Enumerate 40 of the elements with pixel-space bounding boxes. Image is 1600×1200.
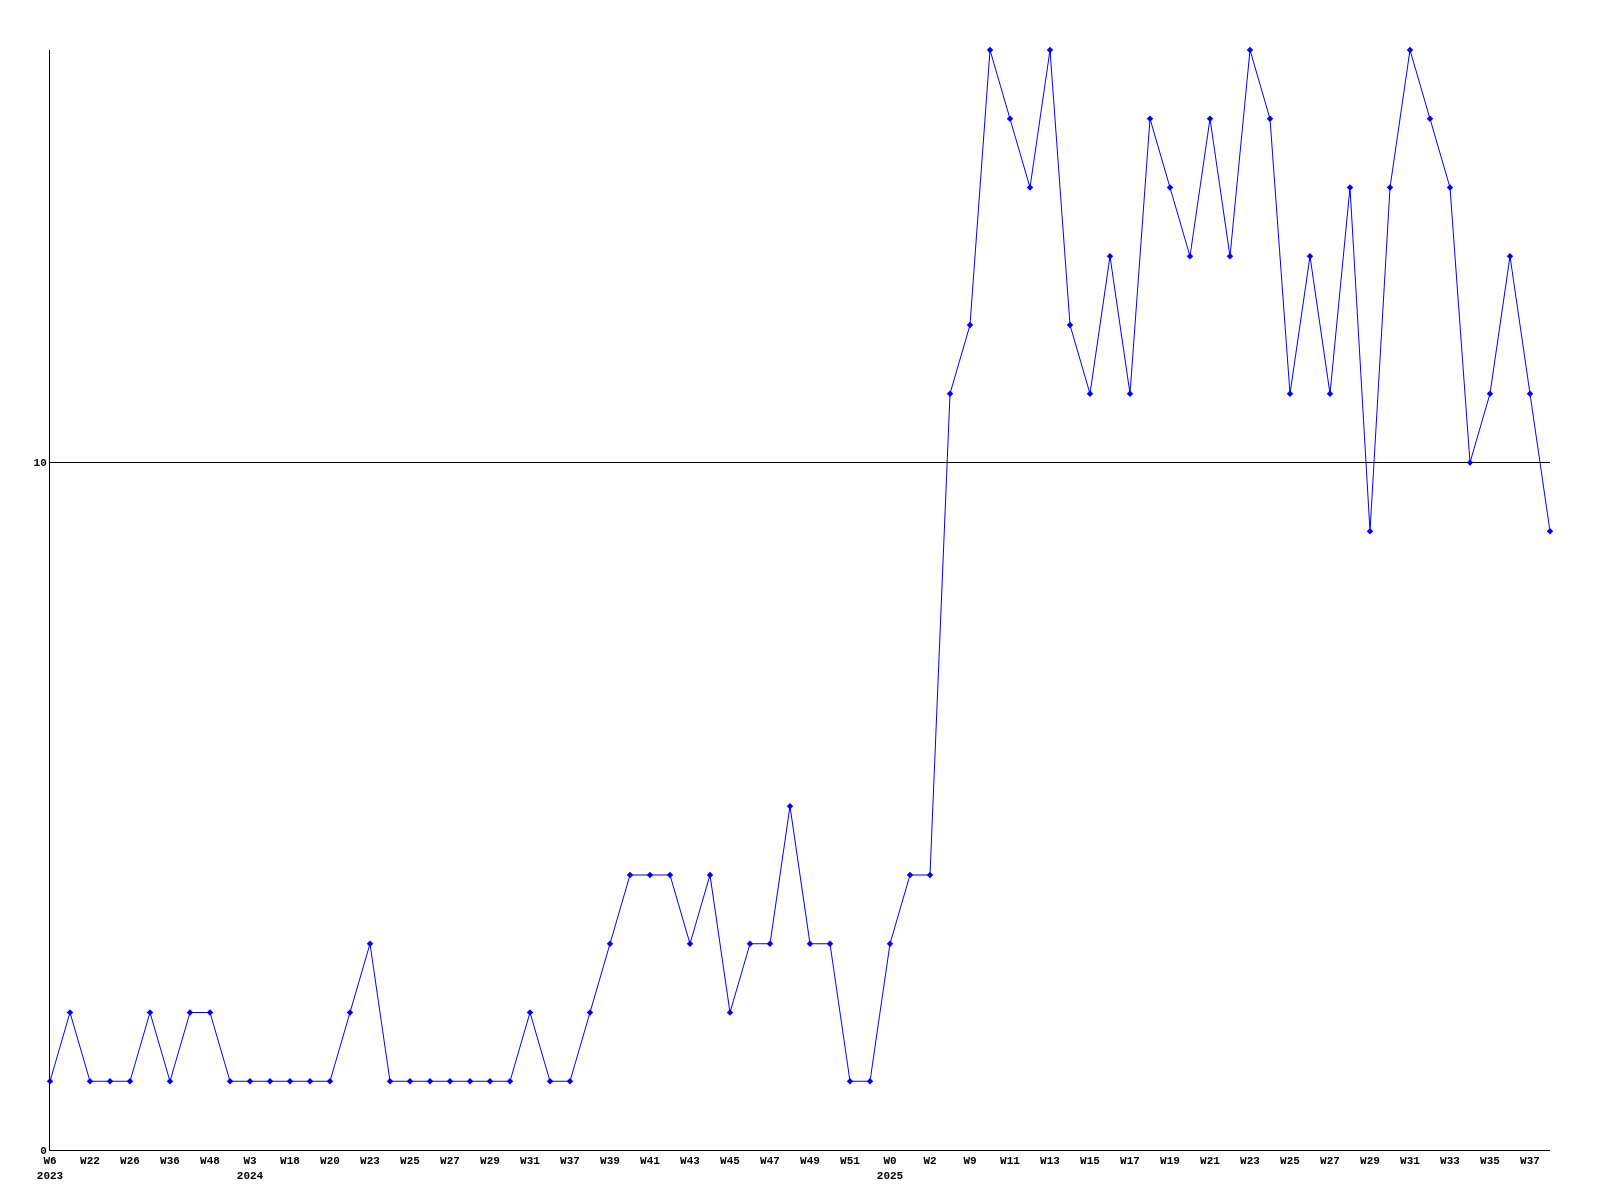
- x-tick-label: W49: [800, 1155, 820, 1168]
- x-tick-label: W23: [360, 1155, 381, 1168]
- x-tick-label: W27: [440, 1155, 460, 1168]
- x-tick-label: W35: [1480, 1155, 1501, 1168]
- x-tick-label: W31: [1400, 1155, 1421, 1168]
- x-tick-label: W37: [560, 1155, 580, 1168]
- x-tick-label: W0 2025: [876, 1155, 904, 1182]
- x-tick-label: W15: [1080, 1155, 1101, 1168]
- x-tick-label: W9: [963, 1155, 977, 1168]
- x-tick-label: W26: [120, 1155, 140, 1168]
- x-tick-label: W23: [1240, 1155, 1261, 1168]
- x-tick-label: W31: [520, 1155, 541, 1168]
- y-tick-label: 10: [33, 457, 47, 470]
- x-tick-label: W25: [1280, 1155, 1301, 1168]
- x-tick-label: W29: [480, 1155, 500, 1168]
- x-tick-label: W17: [1120, 1155, 1140, 1168]
- x-tick-label: W19: [1160, 1155, 1180, 1168]
- x-tick-label: W20: [320, 1155, 340, 1168]
- x-tick-label: W27: [1320, 1155, 1340, 1168]
- x-tick-label: W51: [840, 1155, 861, 1168]
- x-tick-label: W29: [1360, 1155, 1380, 1168]
- x-tick-label: W43: [680, 1155, 701, 1168]
- x-tick-label: W21: [1200, 1155, 1221, 1168]
- x-tick-label: W22: [80, 1155, 100, 1168]
- x-tick-label: W41: [640, 1155, 661, 1168]
- x-tick-label: W25: [400, 1155, 421, 1168]
- x-tick-label: W11: [1000, 1155, 1021, 1168]
- x-tick-label: W6 2023: [36, 1155, 64, 1182]
- x-tick-label: W47: [760, 1155, 780, 1168]
- x-tick-label: W39: [600, 1155, 620, 1168]
- x-tick-label: W13: [1040, 1155, 1061, 1168]
- x-tick-label: W33: [1440, 1155, 1461, 1168]
- x-tick-label: W2: [923, 1155, 937, 1168]
- x-tick-label: W36: [160, 1155, 180, 1168]
- x-tick-label: W18: [280, 1155, 301, 1168]
- x-tick-label: W48: [200, 1155, 221, 1168]
- x-tick-label: W3 2024: [236, 1155, 264, 1182]
- x-tick-label: W45: [720, 1155, 741, 1168]
- y-tick-label: 0: [40, 1144, 47, 1157]
- x-tick-label: W37: [1520, 1155, 1540, 1168]
